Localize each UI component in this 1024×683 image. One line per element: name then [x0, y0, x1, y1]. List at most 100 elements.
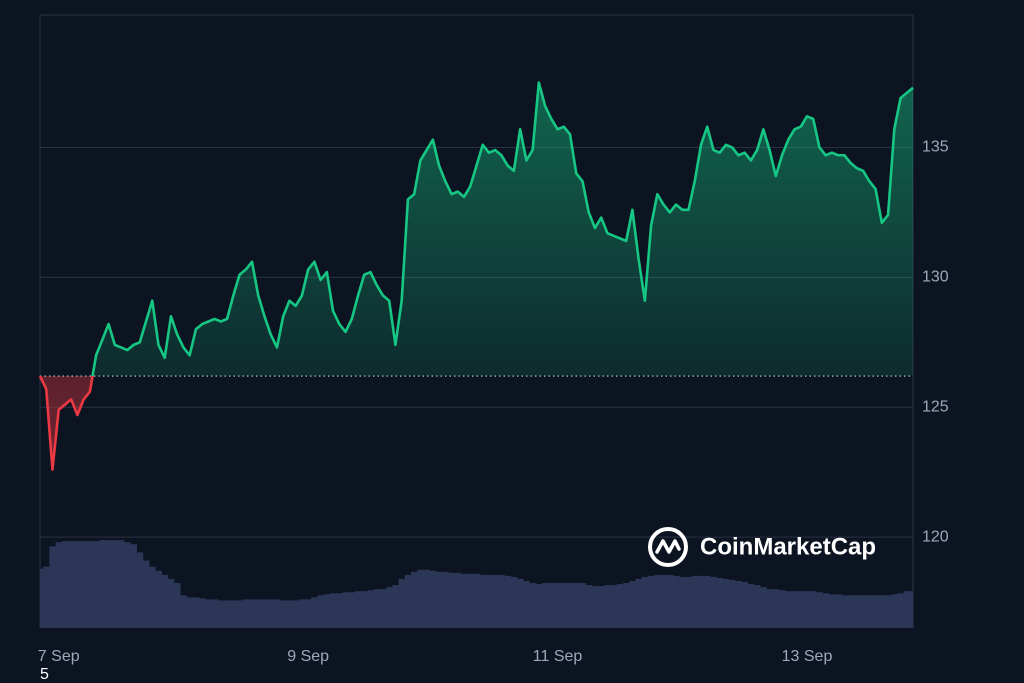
volume-bar [741, 582, 749, 628]
volume-bar [785, 591, 792, 628]
volume-bar [803, 591, 811, 628]
volume-bar [267, 599, 275, 628]
volume-bar [298, 599, 306, 628]
volume-bar [460, 573, 468, 628]
volume-bar [286, 600, 293, 628]
volume-bar [361, 591, 368, 628]
volume-bar [248, 599, 256, 628]
volume-bar [591, 586, 599, 628]
volume-bar [417, 569, 424, 628]
volume-bar [379, 589, 387, 628]
volume-bar [685, 576, 692, 628]
y-tick-label: 130 [922, 269, 949, 286]
volume-bar [435, 571, 443, 628]
volume-bar [616, 584, 624, 628]
volume-bar [479, 574, 487, 628]
watermark: CoinMarketCap [648, 527, 876, 567]
volume-bar [722, 578, 730, 628]
y-tick-label: 125 [922, 398, 949, 415]
volume-bar [130, 544, 137, 628]
volume-bar [654, 574, 661, 628]
volume-bar [878, 595, 886, 628]
volume-bar [797, 591, 805, 628]
volume-bar [454, 572, 462, 628]
volume-bar [423, 569, 431, 628]
price-area [92, 82, 913, 377]
volume-bar [897, 593, 904, 628]
volume-bar [136, 552, 144, 628]
volume-bar [242, 599, 250, 628]
volume-bar [205, 599, 212, 628]
volume-bar [697, 575, 705, 628]
volume-bar [778, 590, 786, 628]
volume-bar [473, 573, 480, 628]
volume-bar [535, 584, 543, 628]
volume-bar [448, 572, 455, 628]
volume-bar [311, 597, 318, 628]
volume-bar [323, 594, 331, 628]
volume-bar [223, 600, 231, 628]
volume-bar [336, 593, 343, 628]
volume-bar [623, 583, 630, 628]
volume-bar [710, 576, 717, 628]
volume-bar [167, 578, 175, 628]
volume-bar [217, 600, 225, 628]
watermark-text: CoinMarketCap [700, 533, 876, 560]
volume-bar [666, 574, 674, 628]
volume-bar [529, 583, 537, 628]
volume-bar [86, 541, 94, 628]
volume-bar [828, 594, 836, 628]
volume-bar [74, 541, 81, 628]
volume-bar [199, 598, 206, 628]
y-tick-label: 135 [922, 139, 949, 156]
volume-bar [467, 573, 474, 628]
volume-bar [735, 581, 742, 628]
volume-bar [510, 576, 518, 628]
volume-bar [61, 541, 69, 628]
x-tick-label: 7 Sep [38, 648, 80, 665]
volume-bar [647, 575, 655, 628]
volume-bar [729, 579, 736, 628]
volume-bar [373, 589, 381, 628]
volume-bar [43, 566, 50, 628]
volume-bar [660, 574, 667, 628]
volume-bar [174, 583, 181, 628]
volume-bar [672, 575, 680, 628]
volume-bar [822, 593, 830, 628]
volume-bar [847, 595, 855, 628]
volume-bar [604, 585, 611, 628]
volume-bar [342, 592, 349, 628]
stray-label: 5 [40, 666, 49, 683]
volume-bar [560, 583, 568, 628]
volume-bar [429, 570, 437, 628]
volume-bar [884, 595, 892, 628]
volume-bar [747, 584, 755, 628]
volume-bar [691, 575, 699, 628]
volume-bar [55, 542, 63, 628]
volume-bar [261, 599, 268, 628]
volume-bar [273, 599, 281, 628]
volume-bar [641, 576, 649, 628]
volume-bar [704, 575, 711, 628]
volume-bar [772, 589, 780, 628]
volume-bar [610, 585, 618, 628]
volume-bar [230, 600, 237, 628]
volume-bar [161, 574, 169, 628]
volume-bar [498, 574, 505, 628]
volume-bar [835, 594, 842, 628]
volume-bar [317, 595, 325, 628]
volume-bar [305, 599, 312, 628]
volume-bar [629, 581, 636, 628]
volume-bar [99, 540, 106, 628]
volume-bar [117, 540, 125, 628]
volume-bar [411, 571, 418, 628]
volume-bar [753, 585, 761, 628]
volume-bar [255, 599, 262, 628]
volume-bar [398, 578, 406, 628]
volume-bar [909, 591, 914, 628]
volume-bar [280, 600, 287, 628]
x-tick-label: 11 Sep [533, 648, 583, 665]
volume-bar [716, 577, 724, 628]
y-tick-label: 120 [922, 528, 949, 545]
